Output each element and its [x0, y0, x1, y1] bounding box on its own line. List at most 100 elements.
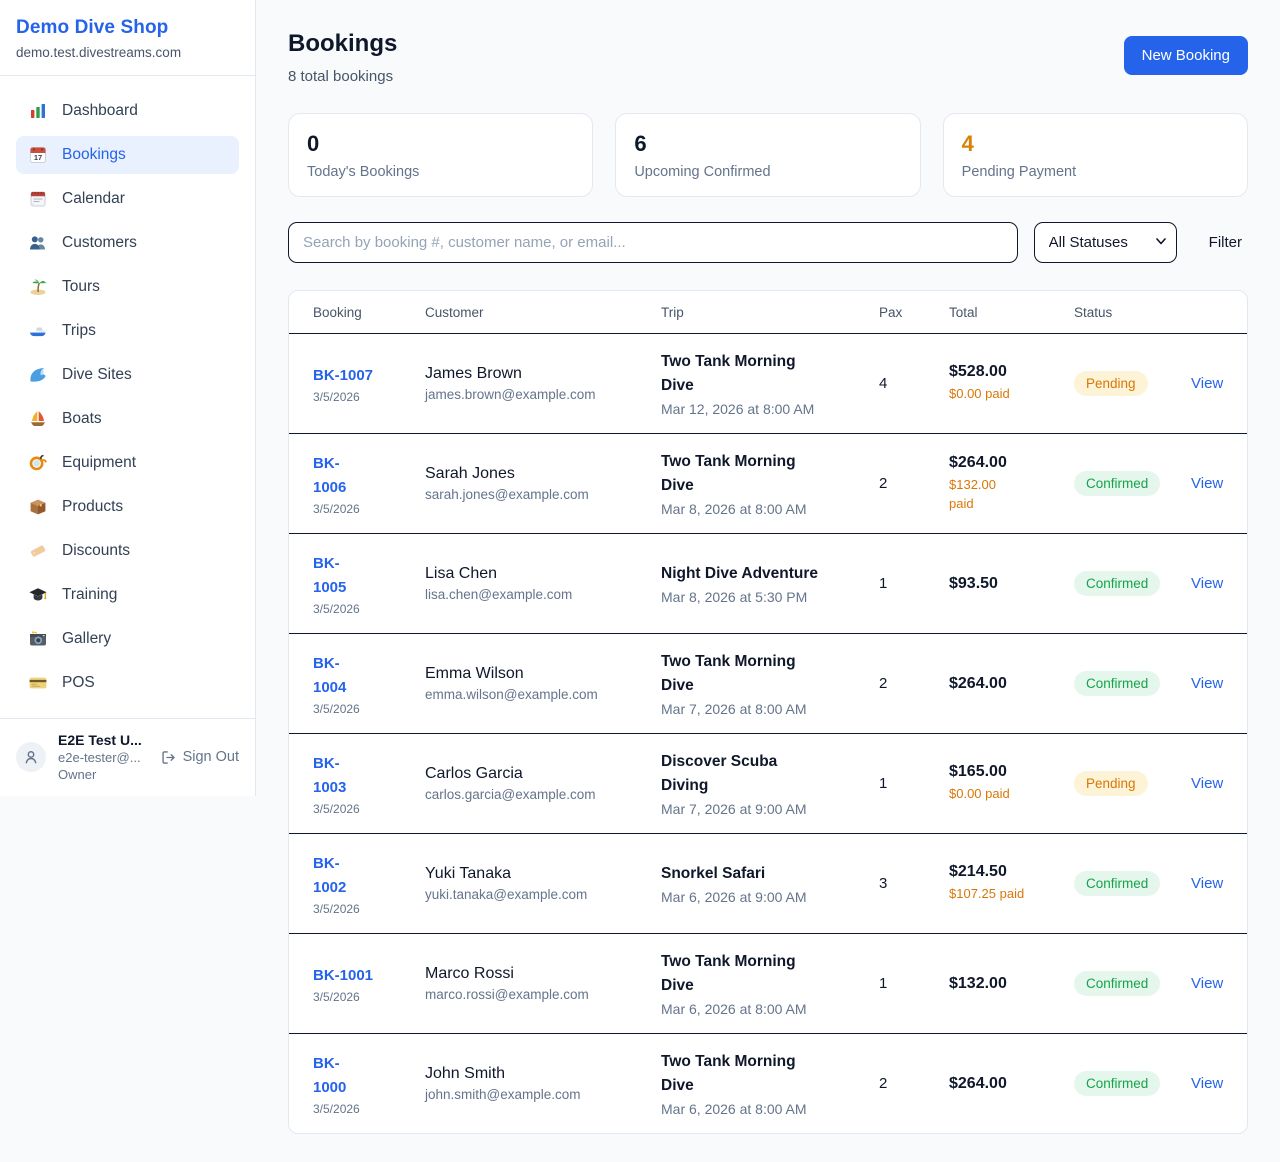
table-row: BK-1007 3/5/2026 James Brown james.brown… [289, 333, 1247, 433]
pax-value: 2 [879, 1075, 888, 1092]
view-link[interactable]: View [1191, 875, 1224, 892]
sidebar-item-dive-sites[interactable]: Dive Sites [16, 356, 239, 394]
table-header: Booking Customer Trip Pax Total Status [289, 291, 1247, 333]
trip-name: Two Tank Morning Dive [661, 652, 796, 694]
trip-name: Snorkel Safari [661, 864, 766, 882]
page-title: Bookings [288, 30, 398, 57]
status-badge: Confirmed [1074, 671, 1161, 696]
customer-name: James Brown [425, 365, 522, 382]
customer-email: lisa.chen@example.com [425, 587, 573, 602]
status-badge: Pending [1074, 771, 1148, 796]
status-badge: Confirmed [1074, 1071, 1161, 1096]
pax-value: 1 [879, 775, 888, 792]
trip-name: Discover Scuba Diving [661, 752, 778, 794]
view-link[interactable]: View [1191, 1075, 1224, 1092]
paid-amount: $0.00 paid [949, 786, 1010, 802]
new-booking-button[interactable]: New Booking [1123, 36, 1248, 75]
status-badge: Pending [1074, 371, 1148, 396]
stat-value: 4 [961, 131, 974, 156]
bookings-calendar-icon: 17 [28, 145, 48, 165]
booking-date: 3/5/2026 [313, 601, 360, 616]
bookings-table: Booking Customer Trip Pax Total Status B… [288, 290, 1248, 1134]
view-link[interactable]: View [1191, 375, 1224, 392]
trip-datetime: Mar 7, 2026 at 8:00 AM [661, 701, 807, 718]
sidebar-item-gallery[interactable]: Gallery [16, 620, 239, 658]
view-link[interactable]: View [1191, 475, 1224, 492]
sidebar-item-equipment[interactable]: Equipment [16, 444, 239, 482]
column-header-total: Total [949, 304, 978, 320]
sidebar-item-bookings[interactable]: 17 Bookings [16, 136, 239, 174]
trip-datetime: Mar 6, 2026 at 8:00 AM [661, 1101, 807, 1118]
sidebar-item-label: Bookings [62, 146, 126, 163]
sidebar-item-pos[interactable]: POS [16, 664, 239, 702]
booking-id-link[interactable]: BK- 1006 [313, 454, 347, 496]
sidebar-item-tours[interactable]: Tours [16, 268, 239, 306]
sidebar-item-training[interactable]: Training [16, 576, 239, 614]
booking-date: 3/5/2026 [313, 701, 360, 716]
customer-name: Carlos Garcia [425, 765, 523, 782]
user-email: e2e-tester@... [58, 750, 141, 765]
filter-button[interactable]: Filter [1203, 226, 1248, 259]
shop-name: Demo Dive Shop [16, 17, 169, 38]
view-link[interactable]: View [1191, 975, 1224, 992]
trip-datetime: Mar 7, 2026 at 9:00 AM [661, 801, 807, 818]
booking-id-link[interactable]: BK-1007 [313, 366, 374, 384]
main-content: Bookings 8 total bookings New Booking 0 … [256, 0, 1280, 1162]
booking-id-link[interactable]: BK- 1002 [313, 854, 347, 896]
pax-value: 3 [879, 875, 888, 892]
status-badge: Confirmed [1074, 571, 1161, 596]
sidebar-item-label: Dashboard [62, 102, 138, 119]
speedboat-icon [28, 321, 48, 341]
dashboard-icon [28, 101, 48, 121]
island-icon [28, 277, 48, 297]
customer-name: John Smith [425, 1065, 506, 1082]
booking-id-link[interactable]: BK- 1003 [313, 754, 347, 796]
status-badge: Confirmed [1074, 871, 1161, 896]
customer-email: marco.rossi@example.com [425, 987, 589, 1002]
trip-datetime: Mar 8, 2026 at 5:30 PM [661, 589, 808, 605]
sidebar-item-calendar[interactable]: Calendar [16, 180, 239, 218]
sidebar-item-label: Tours [62, 278, 100, 295]
sidebar-item-trips[interactable]: Trips [16, 312, 239, 350]
avatar [16, 742, 46, 772]
search-input[interactable] [288, 222, 1018, 263]
view-link[interactable]: View [1191, 675, 1224, 692]
column-header-status: Status [1074, 304, 1113, 320]
customers-icon [28, 233, 48, 253]
paid-amount: $132.00 paid [949, 476, 996, 511]
graduation-cap-icon [28, 585, 48, 605]
filter-row: All Statuses Filter [288, 222, 1248, 263]
stat-card-pending-payment: 4 Pending Payment [942, 113, 1248, 197]
view-link[interactable]: View [1191, 775, 1224, 792]
sidebar-item-label: Boats [62, 410, 102, 427]
sidebar-item-products[interactable]: Products [16, 488, 239, 526]
status-select[interactable]: All Statuses [1033, 222, 1177, 263]
sign-out-button[interactable]: Sign Out [160, 749, 239, 766]
customer-email: john.smith@example.com [425, 1087, 581, 1102]
sidebar-item-label: Dive Sites [62, 366, 132, 383]
trip-name: Night Dive Adventure [661, 564, 819, 582]
paid-amount: $107.25 paid [949, 886, 1025, 902]
paid-amount: $0.00 paid [949, 386, 1010, 402]
total-amount: $93.50 [949, 574, 998, 592]
sidebar-item-label: POS [62, 674, 95, 691]
sidebar-item-boats[interactable]: Boats [16, 400, 239, 438]
sidebar-item-discounts[interactable]: Discounts [16, 532, 239, 570]
total-amount: $214.50 [949, 863, 1007, 881]
view-link[interactable]: View [1191, 575, 1224, 592]
tag-icon [28, 541, 48, 561]
sidebar-item-dashboard[interactable]: Dashboard [16, 92, 239, 130]
booking-id-link[interactable]: BK- 1005 [313, 554, 347, 596]
booking-id-link[interactable]: BK- 1004 [313, 654, 347, 696]
user-section: E2E Test U... e2e-tester@... Owner Sign … [0, 718, 255, 796]
sidebar-item-label: Training [62, 586, 118, 603]
booking-id-link[interactable]: BK-1001 [313, 966, 374, 984]
customer-name: Lisa Chen [425, 565, 498, 582]
trip-name: Two Tank Morning Dive [661, 352, 796, 394]
booking-id-link[interactable]: BK- 1000 [313, 1054, 347, 1096]
pax-value: 4 [879, 375, 888, 392]
sidebar-item-customers[interactable]: Customers [16, 224, 239, 262]
customer-email: james.brown@example.com [425, 387, 596, 402]
stat-label: Today's Bookings [307, 164, 420, 180]
total-amount: $528.00 [949, 363, 1007, 381]
